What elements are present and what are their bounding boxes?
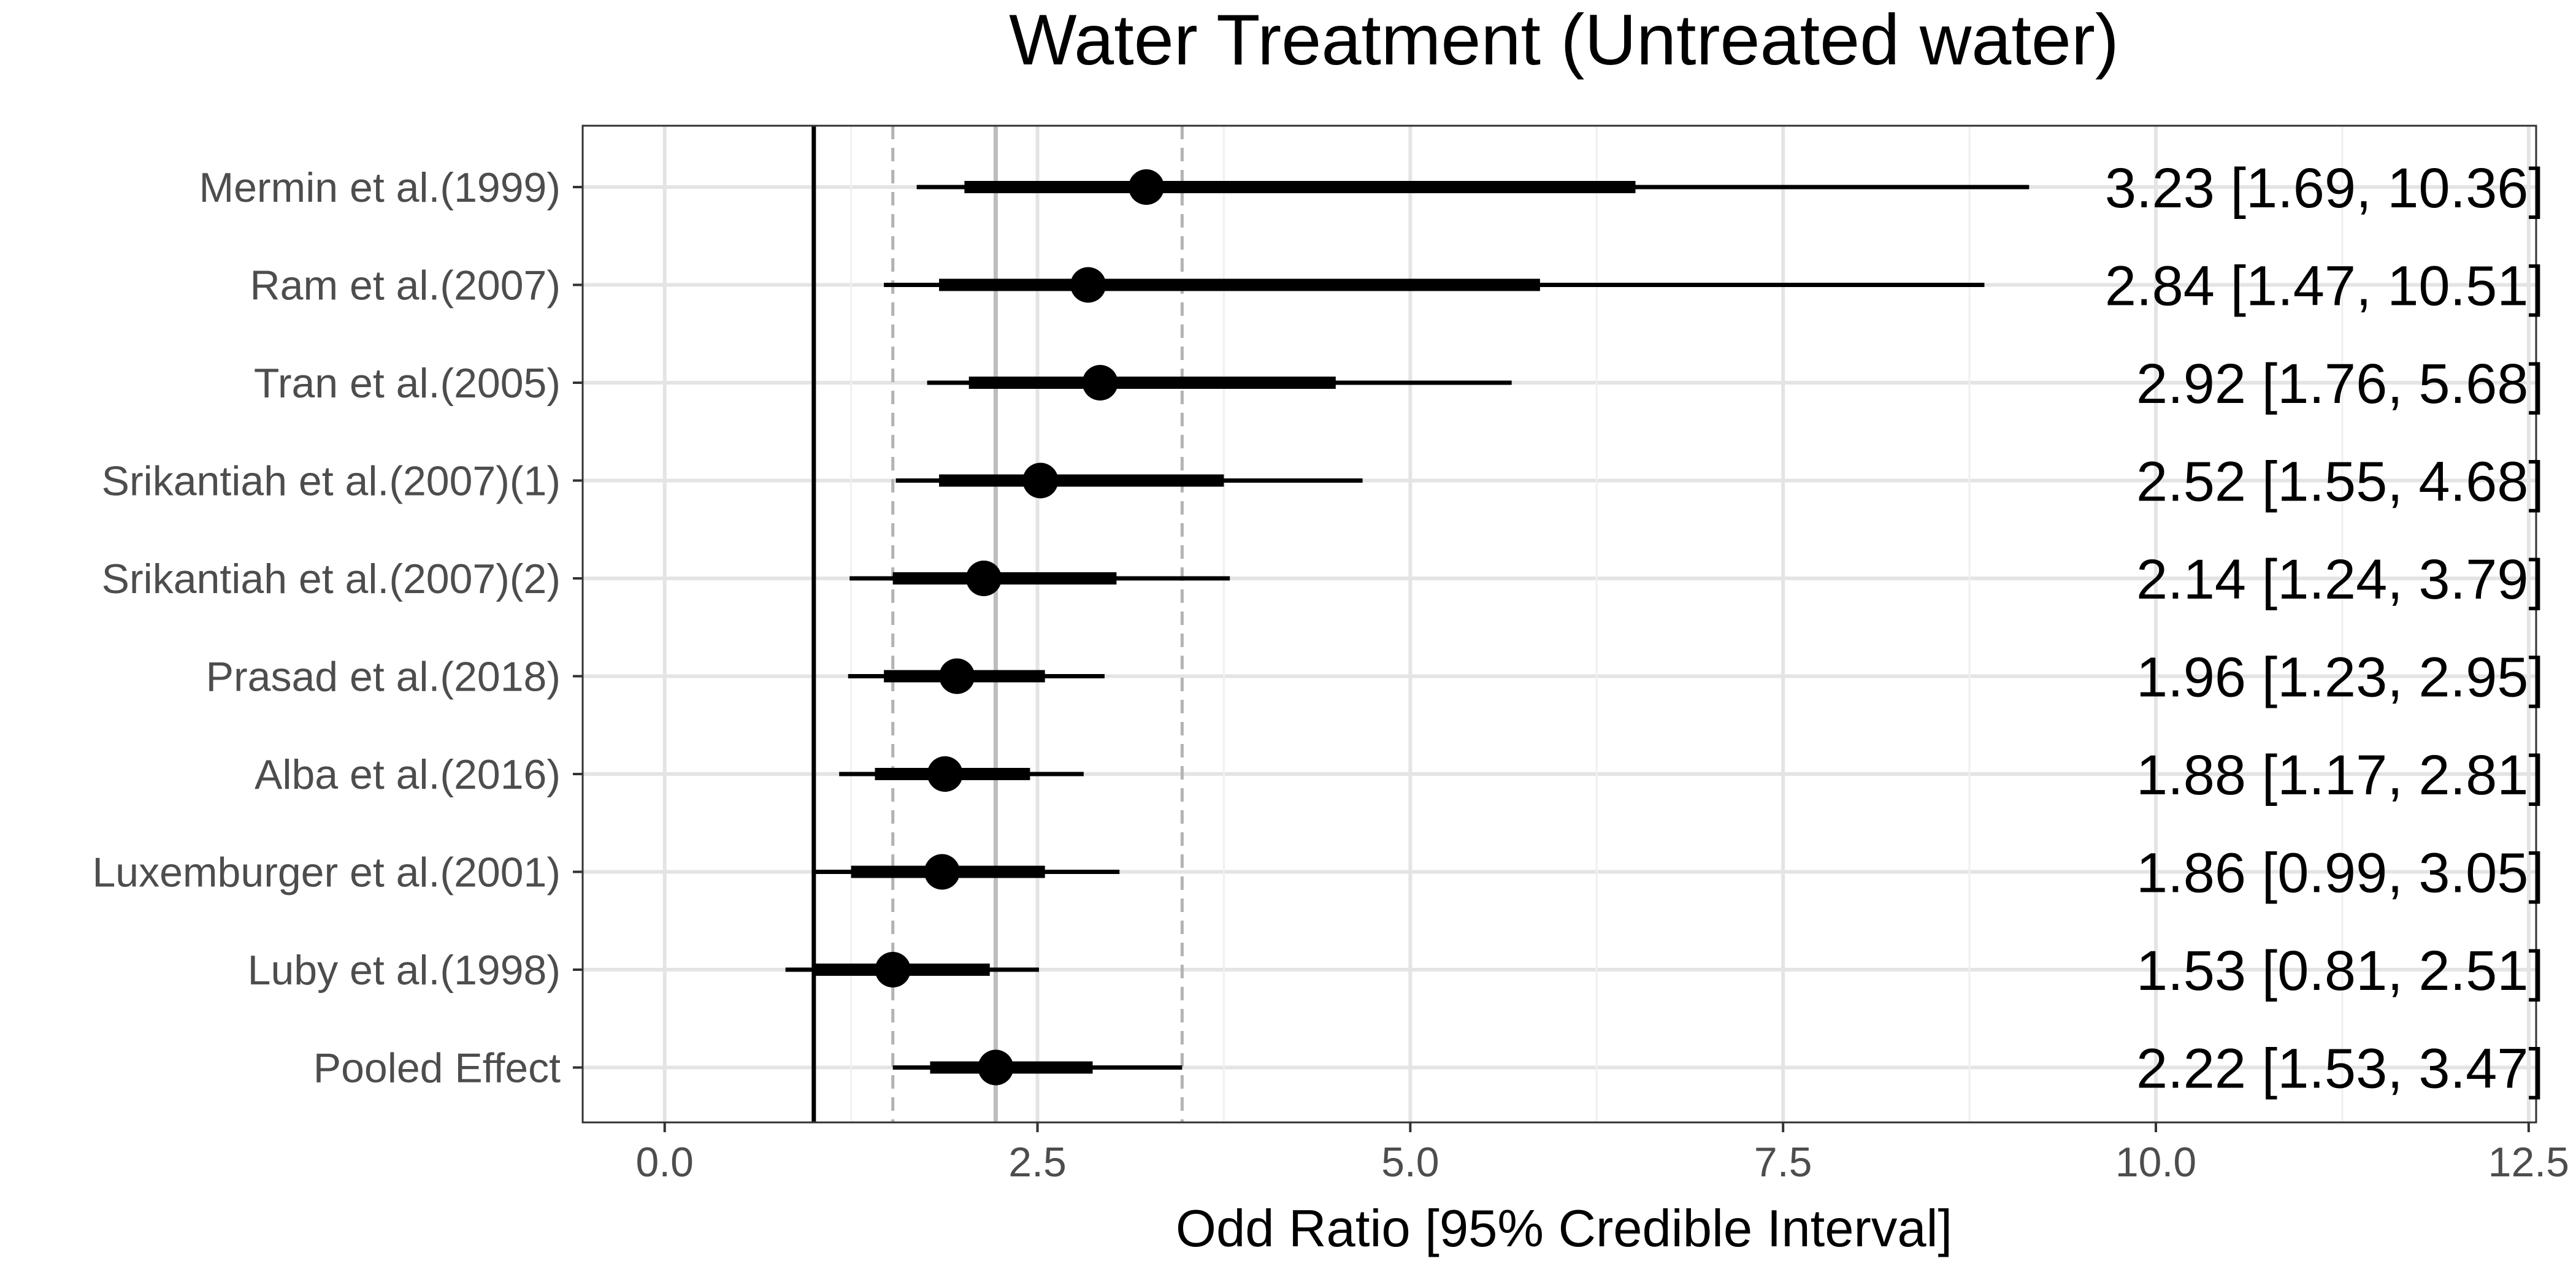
x-tick-label: 0.0: [635, 1139, 694, 1186]
estimate-label: 2.84 [1.47, 10.51]: [2105, 255, 2544, 318]
data-labels: 3.23 [1.69, 10.36] 2.84 [1.47, 10.51] 2.92…: [2105, 157, 2544, 1100]
y-tick-label: Srikantiah et al.(2007)(2): [102, 556, 561, 602]
point-estimate: [966, 561, 1002, 596]
point-estimate: [875, 952, 911, 987]
y-tick-label: Tran et al.(2005): [254, 360, 561, 407]
y-tick-label: Pooled Effect: [313, 1045, 561, 1092]
estimate-label: 1.86 [0.99, 3.05]: [2136, 842, 2544, 905]
point-estimate: [978, 1049, 1014, 1086]
x-tick-label: 7.5: [1754, 1139, 1812, 1186]
point-estimate: [924, 854, 960, 890]
x-tick-label: 10.0: [2115, 1139, 2196, 1186]
chart-title: Water Treatment (Untreated water): [1009, 0, 2119, 80]
point-estimate: [927, 756, 963, 792]
point-estimate: [1082, 365, 1118, 401]
plot-panel-border: [581, 125, 2537, 1124]
estimate-label: 2.22 [1.53, 3.47]: [2136, 1038, 2544, 1100]
estimate-label: 2.52 [1.55, 4.68]: [2136, 451, 2544, 513]
estimate-label: 2.92 [1.76, 5.68]: [2136, 353, 2544, 415]
y-tick-label: Mermin et al.(1999): [199, 164, 561, 211]
x-tick-label: 12.5: [2488, 1139, 2569, 1186]
x-axis: 0.0 2.5 5.0 7.5 10.0 12.5: [635, 1122, 2569, 1186]
estimate-label: 1.53 [0.81, 2.51]: [2136, 940, 2544, 1002]
reference-lines: [811, 126, 1184, 1122]
point-estimate: [939, 658, 975, 694]
estimate-label: 2.14 [1.24, 3.79]: [2136, 548, 2544, 611]
estimate-label: 1.88 [1.17, 2.81]: [2136, 744, 2544, 807]
y-tick-label: Srikantiah et al.(2007)(1): [102, 458, 561, 505]
x-tick-label: 5.0: [1381, 1139, 1439, 1186]
y-tick-label: Prasad et al.(2018): [206, 654, 561, 700]
y-tick-label: Luxemburger et al.(2001): [92, 849, 561, 896]
study-marks: [785, 169, 2030, 1086]
point-estimate: [1070, 267, 1106, 303]
x-tick-label: 2.5: [1008, 1139, 1067, 1186]
y-tick-label: Ram et al.(2007): [250, 263, 561, 309]
y-axis: Mermin et al.(1999) Ram et al.(2007) Tran …: [92, 164, 583, 1092]
y-tick-label: Luby et al.(1998): [248, 947, 561, 994]
grid-minor-lines: [850, 126, 2344, 1122]
estimate-label: 1.96 [1.23, 2.95]: [2136, 646, 2544, 709]
point-estimate: [1022, 462, 1059, 499]
point-estimate: [1129, 169, 1165, 205]
x-axis-title: Odd Ratio [95% Credible Interval]: [1176, 1200, 1952, 1258]
y-tick-label: Alba et al.(2016): [255, 751, 561, 798]
estimate-label: 3.23 [1.69, 10.36]: [2105, 157, 2544, 220]
